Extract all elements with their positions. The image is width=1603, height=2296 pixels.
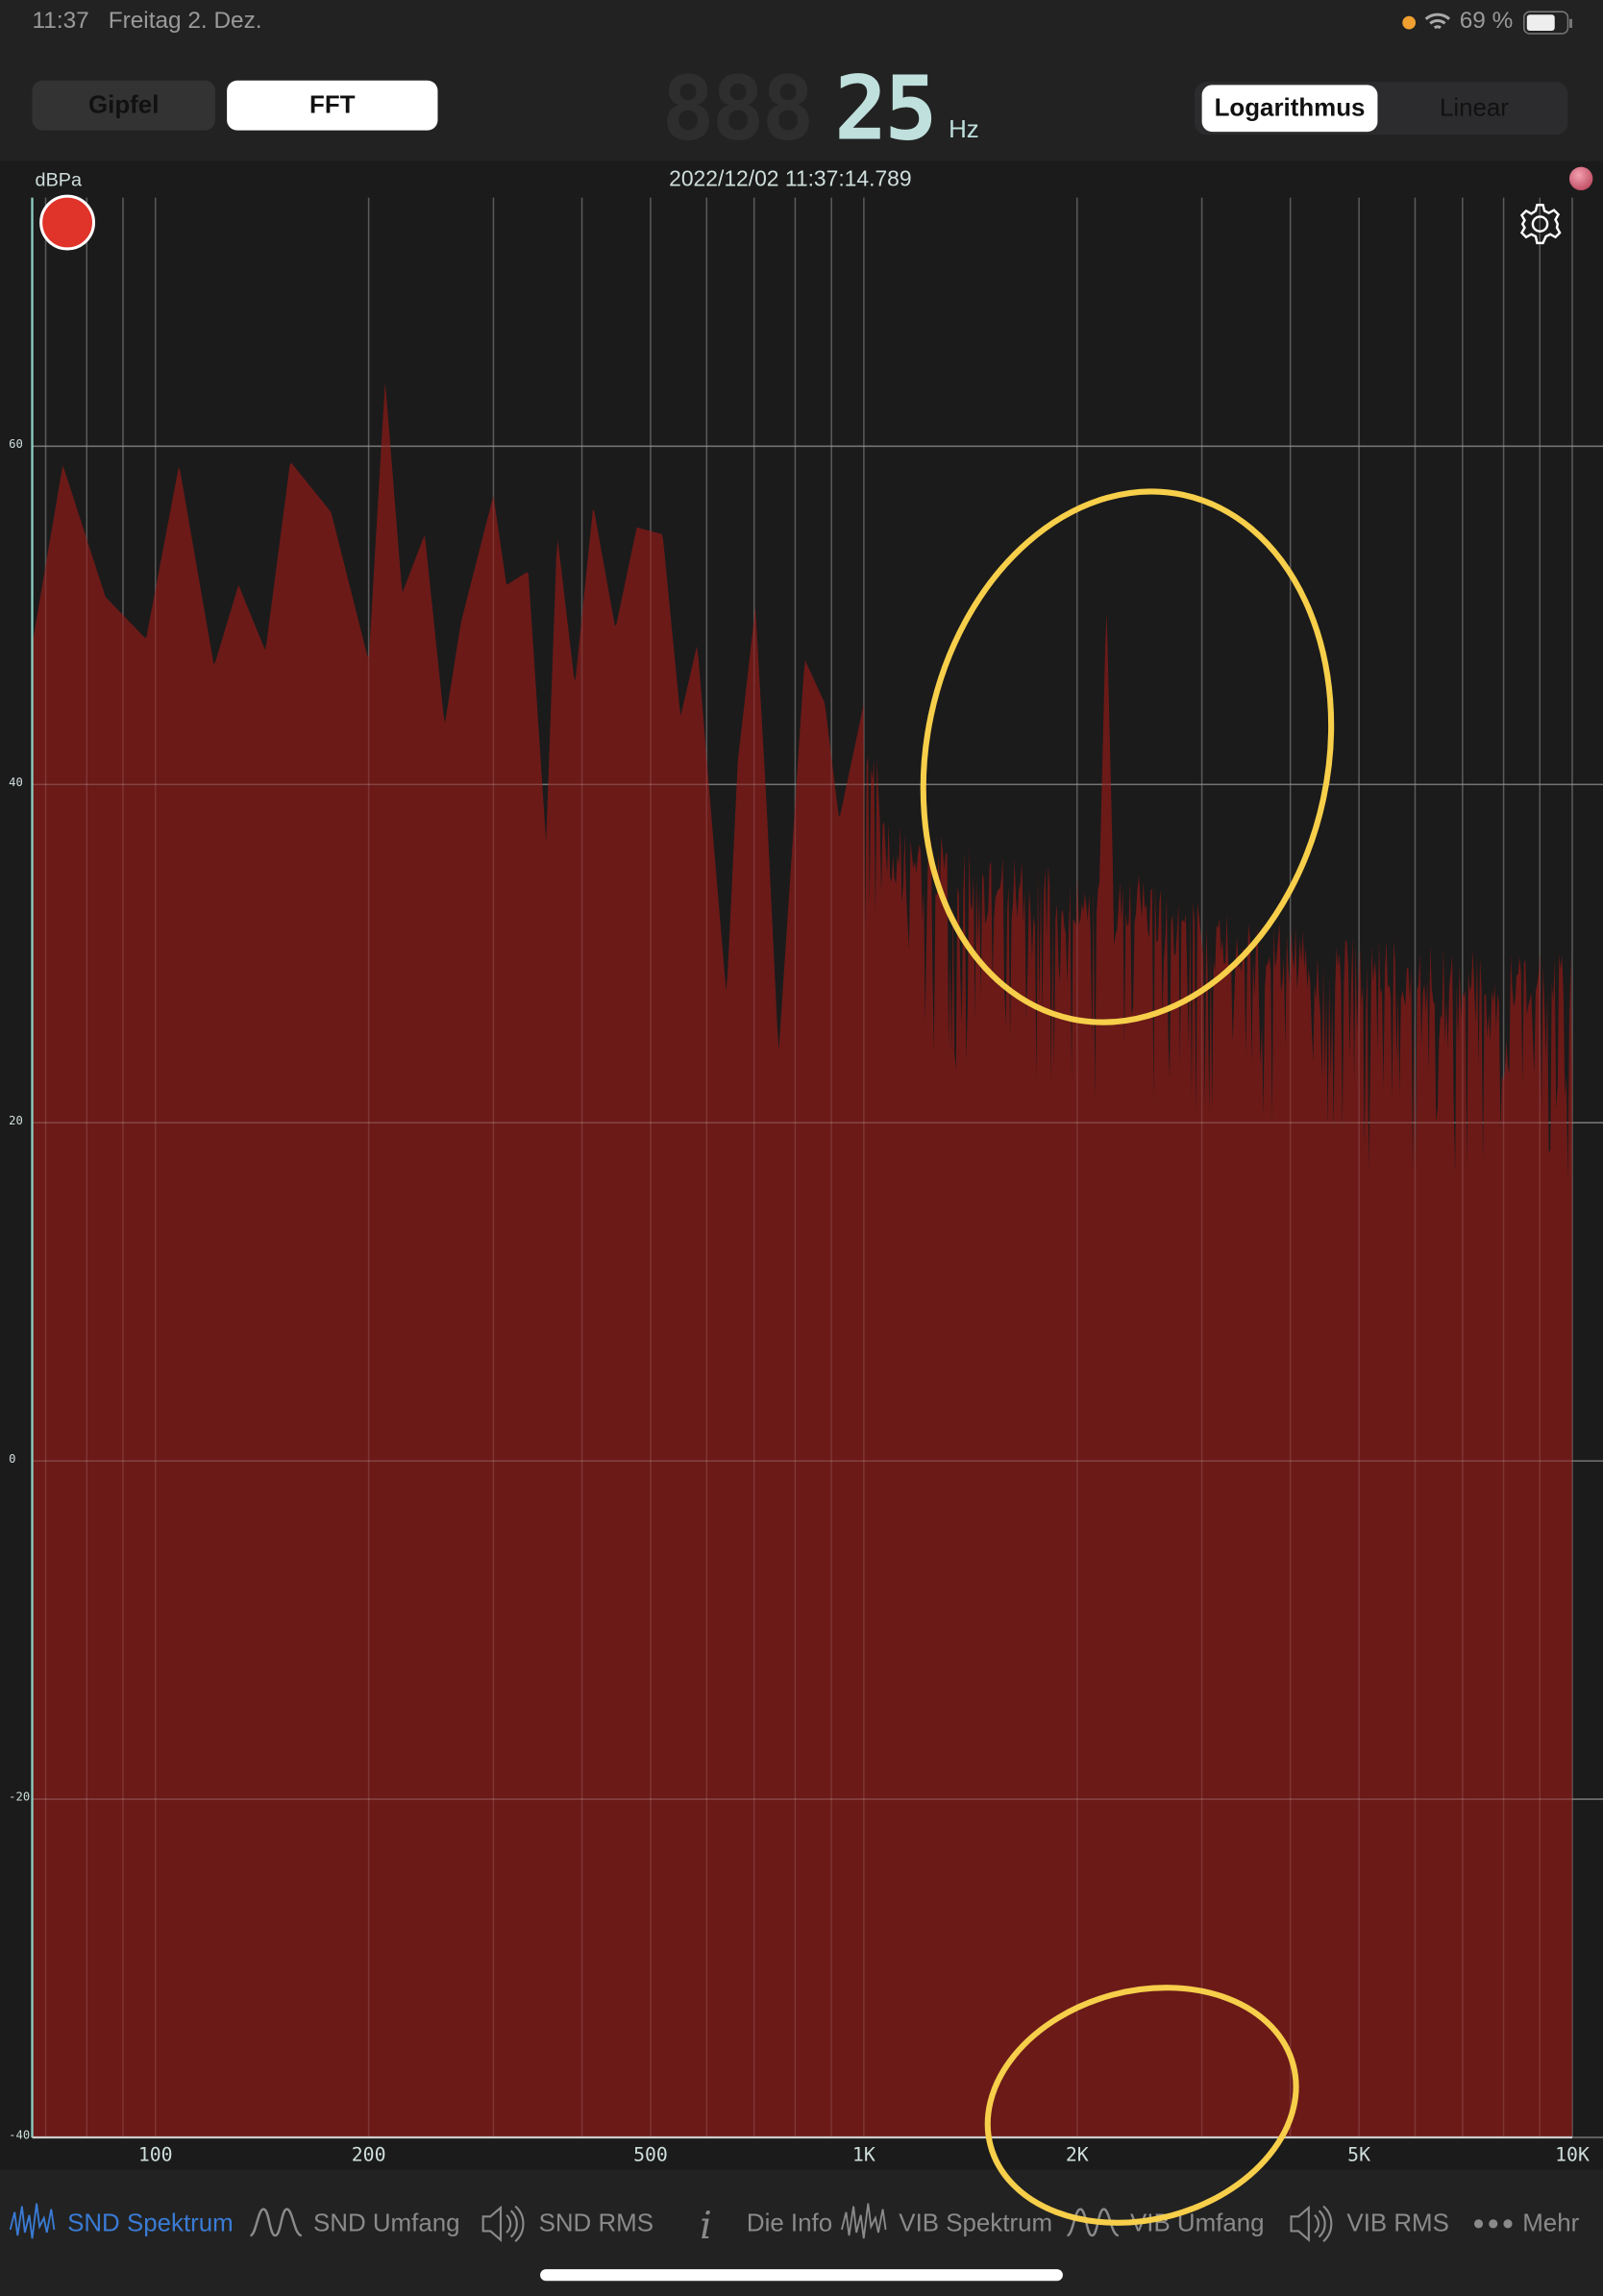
home-indicator — [540, 2269, 1063, 2282]
y-tick-label: -20 — [9, 1790, 31, 1804]
x-tick-label: 100 — [137, 2144, 173, 2167]
status-led-icon — [1568, 166, 1593, 191]
tab-label: Mehr — [1522, 2209, 1580, 2237]
record-button[interactable] — [39, 194, 96, 251]
tab-vib-spektrum[interactable]: VIB Spektrum — [840, 2201, 1052, 2248]
fft-button[interactable]: FFT — [227, 80, 438, 131]
annotation-ellipse-peak — [920, 488, 1335, 1025]
spectrum-area — [32, 383, 1573, 2138]
frequency-value: 25 — [834, 58, 937, 161]
y-tick-label: 40 — [9, 776, 23, 789]
tab-label: SND Umfang — [312, 2209, 460, 2237]
y-tick-label: -40 — [9, 2128, 31, 2142]
tab-die-info[interactable]: i Die Info — [688, 2201, 833, 2247]
x-tick-label: 10K — [1555, 2144, 1590, 2167]
spectrum-icon — [9, 2203, 56, 2239]
tab-mehr[interactable]: Mehr — [1472, 2201, 1579, 2248]
annotation-ellipse-axis — [984, 1985, 1299, 2226]
status-date: Freitag 2. Dez. — [108, 9, 262, 35]
svg-text:i: i — [700, 2204, 712, 2247]
tab-label: VIB RMS — [1346, 2209, 1449, 2237]
wifi-icon — [1424, 12, 1451, 30]
logarithmus-button[interactable]: Logarithmus — [1201, 85, 1378, 133]
tab-label: VIB Umfang — [1129, 2209, 1265, 2237]
spectrum-chart — [31, 197, 1603, 2139]
tab-label: VIB Spektrum — [899, 2209, 1053, 2237]
battery-percent: 69 % — [1459, 9, 1514, 35]
lcd-ghost-digits: 888 — [661, 58, 815, 161]
y-unit-label: dBPa — [35, 168, 83, 191]
speaker-icon — [1290, 2205, 1333, 2242]
more-icon — [1473, 2219, 1513, 2229]
gipfel-button[interactable]: Gipfel — [32, 80, 215, 131]
x-tick-label: 5K — [1347, 2144, 1371, 2167]
x-tick-label: 500 — [633, 2144, 668, 2167]
frequency-unit: Hz — [949, 115, 979, 144]
battery-icon — [1522, 11, 1573, 35]
x-tick-label: 2K — [1065, 2144, 1089, 2167]
timestamp: 2022/12/02 11:37:14.789 — [669, 166, 912, 192]
x-tick-label: 200 — [351, 2144, 386, 2167]
y-tick-label: 0 — [9, 1451, 16, 1466]
tab-vib-rms[interactable]: VIB RMS — [1288, 2201, 1449, 2248]
waveform-icon — [249, 2208, 303, 2237]
y-tick-label: 60 — [9, 437, 23, 451]
info-icon: i — [700, 2204, 712, 2247]
x-tick-label: 1K — [851, 2144, 875, 2167]
spectrum-icon — [841, 2203, 887, 2239]
gear-icon[interactable] — [1517, 201, 1564, 248]
linear-button[interactable]: Linear — [1439, 93, 1509, 122]
status-time: 11:37 — [32, 9, 89, 35]
speaker-icon — [481, 2205, 525, 2242]
tab-vib-umfang[interactable]: VIB Umfang — [1066, 2201, 1265, 2248]
waveform-icon — [1066, 2208, 1120, 2237]
tab-label: SND RMS — [538, 2209, 654, 2237]
tab-snd-spektrum[interactable]: SND Spektrum — [9, 2201, 234, 2248]
tab-snd-umfang[interactable]: SND Umfang — [249, 2201, 460, 2248]
tab-label: SND Spektrum — [67, 2209, 234, 2237]
tab-snd-rms[interactable]: SND RMS — [481, 2201, 654, 2248]
privacy-dot-icon — [1402, 15, 1417, 30]
y-tick-label: 20 — [9, 1114, 23, 1127]
tab-label: Die Info — [746, 2209, 833, 2237]
